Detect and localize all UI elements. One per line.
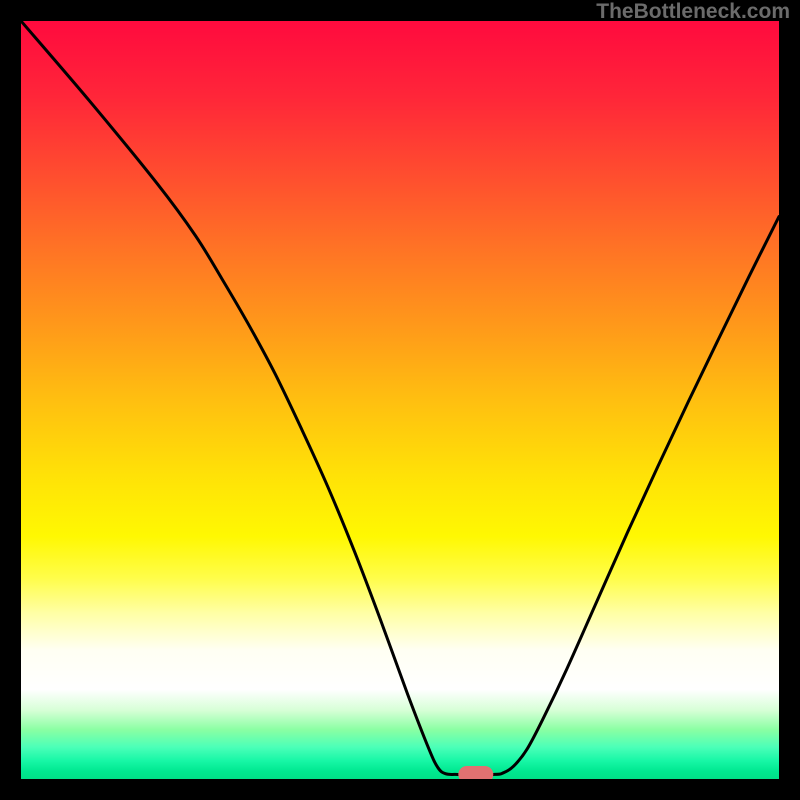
chart-container: TheBottleneck.com	[0, 0, 800, 800]
bottleneck-marker	[459, 766, 493, 779]
plot-area	[21, 21, 779, 779]
gradient-background	[21, 21, 779, 779]
watermark-text: TheBottleneck.com	[596, 0, 790, 24]
chart-svg	[21, 21, 779, 779]
